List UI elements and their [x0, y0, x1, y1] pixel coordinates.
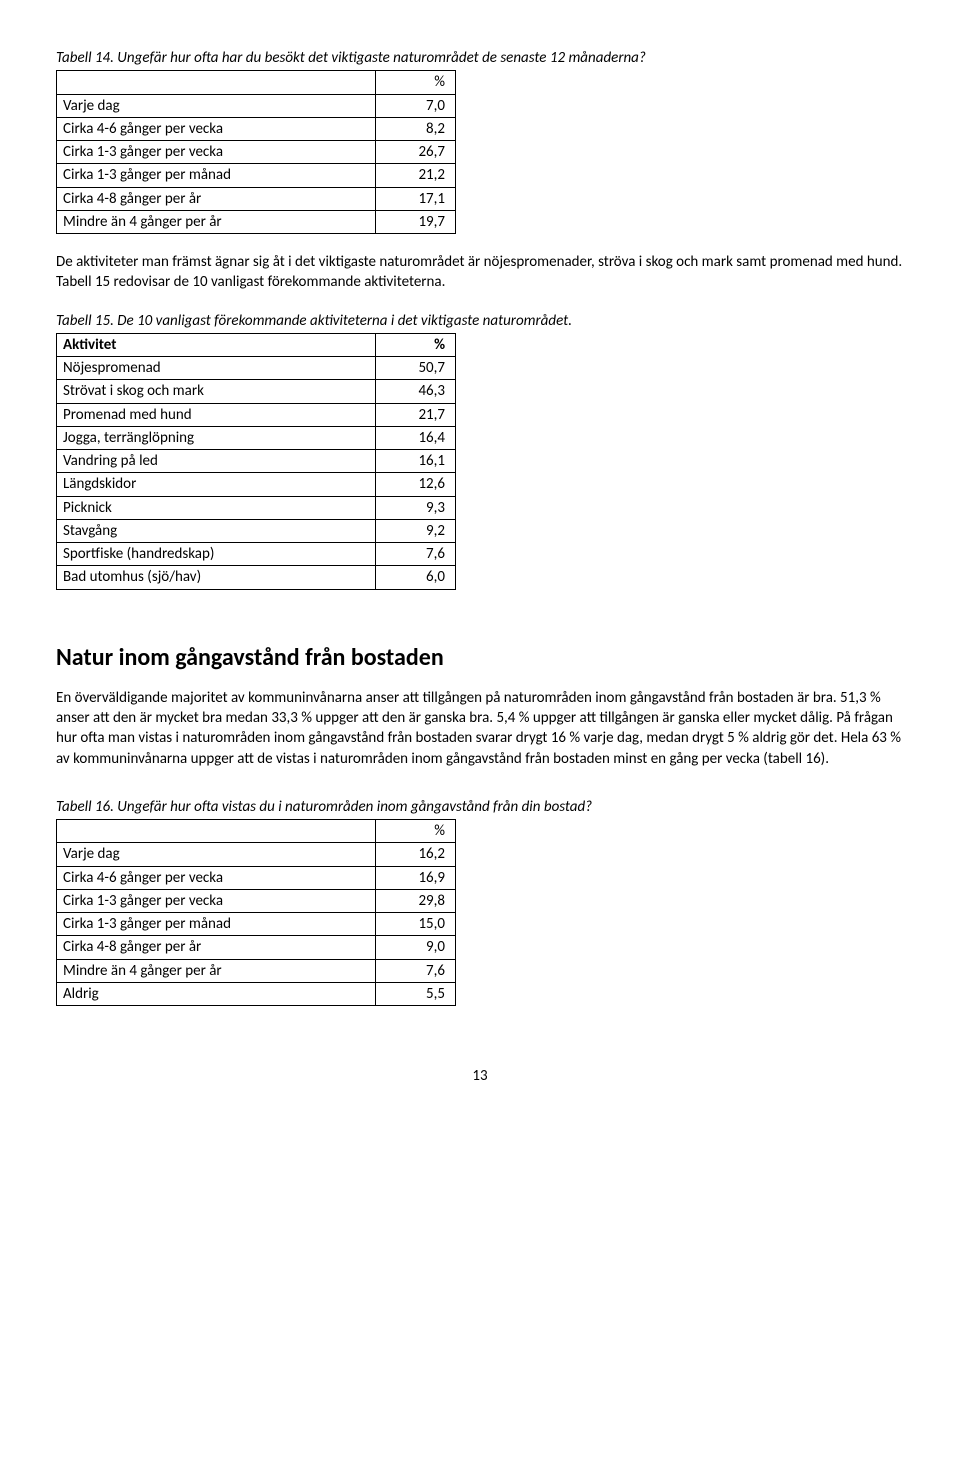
table16-row-value: 5,5 — [376, 982, 456, 1005]
table14-row-value: 26,7 — [376, 141, 456, 164]
table15-row-value: 16,4 — [376, 426, 456, 449]
table14-row-label: Cirka 4-6 gånger per vecka — [57, 117, 376, 140]
table14-row-label: Cirka 1-3 gånger per månad — [57, 164, 376, 187]
table16-row-label: Cirka 4-6 gånger per vecka — [57, 866, 376, 889]
table16-row-label: Mindre än 4 gånger per år — [57, 959, 376, 982]
table16-row-value: 16,9 — [376, 866, 456, 889]
table15-row-label: Bad utomhus (sjö/hav) — [57, 566, 376, 589]
table14-row-label: Varje dag — [57, 94, 376, 117]
table14-row-value: 17,1 — [376, 187, 456, 210]
table15-row-label: Promenad med hund — [57, 403, 376, 426]
table15-row-label: Stavgång — [57, 519, 376, 542]
table14-row-label: Cirka 1-3 gånger per vecka — [57, 141, 376, 164]
table15-row-label: Sportfiske (handredskap) — [57, 543, 376, 566]
table14-row-value: 7,0 — [376, 94, 456, 117]
table16-row-value: 9,0 — [376, 936, 456, 959]
table14-row-value: 19,7 — [376, 210, 456, 233]
table15-row-label: Jogga, terränglöpning — [57, 426, 376, 449]
table14-caption: Tabell 14. Ungefär hur ofta har du besök… — [56, 48, 904, 68]
table16-caption: Tabell 16. Ungefär hur ofta vistas du i … — [56, 797, 904, 817]
table15-row-value: 50,7 — [376, 357, 456, 380]
table16: % Varje dag16,2 Cirka 4-6 gånger per vec… — [56, 819, 456, 1006]
table15-row-value: 6,0 — [376, 566, 456, 589]
table15-row-value: 9,2 — [376, 519, 456, 542]
table16-row-label: Cirka 4-8 gånger per år — [57, 936, 376, 959]
table15-row-value: 46,3 — [376, 380, 456, 403]
table16-row-value: 7,6 — [376, 959, 456, 982]
table16-pct-header: % — [376, 820, 456, 843]
table14-row-label: Mindre än 4 gånger per år — [57, 210, 376, 233]
table15-row-label: Längdskidor — [57, 473, 376, 496]
paragraph-1: De aktiviteter man främst ägnar sig åt i… — [56, 252, 904, 293]
table15-col2-header: % — [376, 333, 456, 356]
table15-row-label: Nöjespromenad — [57, 357, 376, 380]
section-heading: Natur inom gångavstånd från bostaden — [56, 642, 904, 674]
table16-row-label: Varje dag — [57, 843, 376, 866]
table15-caption: Tabell 15. De 10 vanligast förekommande … — [56, 311, 904, 331]
table14-pct-header: % — [376, 71, 456, 94]
table16-row-value: 15,0 — [376, 913, 456, 936]
table15-row-label: Picknick — [57, 496, 376, 519]
table15-row-value: 16,1 — [376, 450, 456, 473]
table16-row-value: 16,2 — [376, 843, 456, 866]
table15-row-value: 9,3 — [376, 496, 456, 519]
table16-row-value: 29,8 — [376, 889, 456, 912]
page-number: 13 — [56, 1066, 904, 1086]
table16-row-label: Cirka 1-3 gånger per månad — [57, 913, 376, 936]
table14-row-label: Cirka 4-8 gånger per år — [57, 187, 376, 210]
table15-col1-header: Aktivitet — [57, 333, 376, 356]
table15-row-label: Strövat i skog och mark — [57, 380, 376, 403]
table14-row-value: 21,2 — [376, 164, 456, 187]
table15-row-value: 21,7 — [376, 403, 456, 426]
table16-row-label: Aldrig — [57, 982, 376, 1005]
table15-row-label: Vandring på led — [57, 450, 376, 473]
table14-row-value: 8,2 — [376, 117, 456, 140]
paragraph-2: En överväldigande majoritet av kommuninv… — [56, 688, 904, 769]
table15: Aktivitet % Nöjespromenad50,7 Strövat i … — [56, 333, 456, 590]
table15-row-value: 7,6 — [376, 543, 456, 566]
table14: % Varje dag7,0 Cirka 4-6 gånger per veck… — [56, 70, 456, 234]
table16-row-label: Cirka 1-3 gånger per vecka — [57, 889, 376, 912]
table15-row-value: 12,6 — [376, 473, 456, 496]
